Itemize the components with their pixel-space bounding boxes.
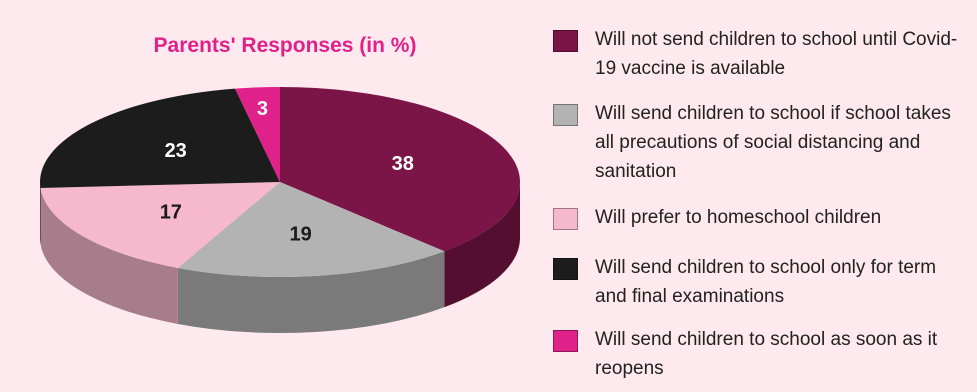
pie-slice-1	[177, 182, 445, 277]
legend-label: Will send children to school only for te…	[595, 257, 937, 307]
pie-slice-0	[280, 87, 521, 252]
legend-label: Will not send children to school until C…	[595, 29, 958, 79]
data-label-0: 38	[392, 153, 414, 175]
legend-swatch	[553, 208, 578, 230]
pie-slice-4	[235, 87, 280, 182]
legend-label: Will prefer to homeschool children	[595, 207, 882, 228]
chart-title: Parents' Responses (in %)	[153, 34, 417, 57]
data-label-4: 3	[257, 98, 268, 120]
legend-swatch	[553, 330, 578, 352]
legend-swatch	[553, 30, 578, 52]
pie-side-0	[444, 182, 520, 308]
legend-label: Will send children to school as soon as …	[595, 329, 938, 379]
data-label-1: 19	[290, 224, 312, 246]
pie-side-2	[40, 187, 178, 324]
data-label-2: 17	[160, 201, 182, 223]
pie-chart: 38 19 17 23 3	[40, 87, 521, 333]
pie-side-1	[177, 251, 445, 333]
pie-slice-3	[40, 88, 280, 188]
data-label-3: 23	[165, 140, 187, 162]
pie-slice-2	[40, 182, 280, 268]
legend-swatch	[553, 104, 578, 126]
legend-label: Will send children to school if school t…	[595, 103, 951, 182]
legend-swatch	[553, 258, 578, 280]
